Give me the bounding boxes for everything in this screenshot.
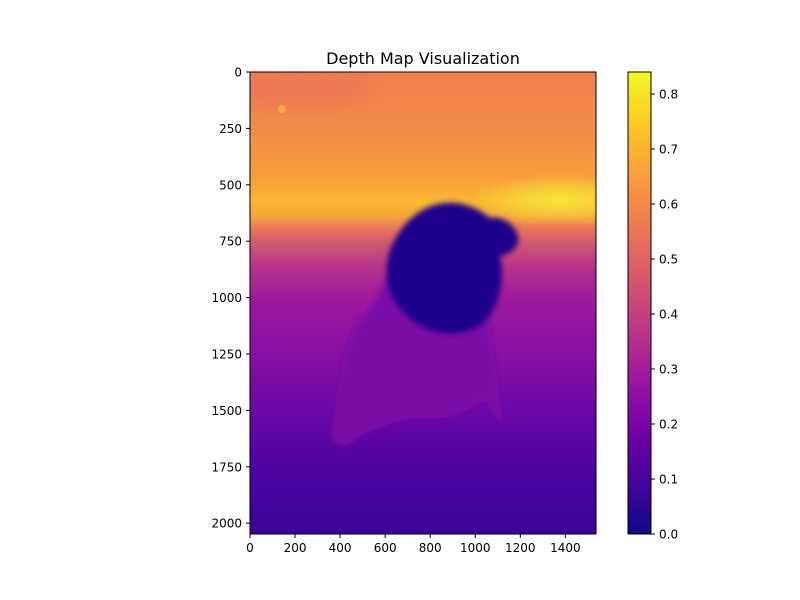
colorbar-tick-label: 0.3: [659, 363, 678, 377]
colorbar-tick-label: 0.1: [659, 473, 678, 487]
depth-image: [250, 72, 596, 534]
x-tick-label: 1000: [460, 541, 491, 555]
x-tick-label: 400: [329, 541, 352, 555]
y-tick-label: 500: [219, 178, 242, 192]
y-tick-label: 0: [234, 66, 242, 80]
colorbar-tick-label: 0.5: [659, 253, 678, 267]
colorbar: [627, 71, 652, 535]
colorbar-tick-label: 0.2: [659, 418, 678, 432]
chart-title: Depth Map Visualization: [326, 49, 520, 68]
x-tick-label: 1400: [550, 541, 581, 555]
y-axis: 0 250 500 750 1000 1250 1500 1750 2000: [211, 66, 250, 531]
y-tick-label: 1250: [211, 347, 242, 361]
y-tick-label: 1750: [211, 460, 242, 474]
y-tick-label: 1000: [211, 291, 242, 305]
colorbar-tick-label: 0.6: [659, 198, 678, 212]
colorbar-tick-label: 0.8: [659, 88, 678, 102]
y-tick-label: 250: [219, 122, 242, 136]
colorbar-tick-label: 0.4: [659, 308, 678, 322]
x-tick-label: 1200: [505, 541, 536, 555]
colorbar-tick-label: 0.7: [659, 143, 678, 157]
plot-frame: [249, 71, 597, 535]
depth-glow-top-left: [250, 72, 370, 110]
colorbar-axis: 0.0 0.1 0.2 0.3 0.4 0.5 0.6 0.7 0.8: [651, 88, 678, 542]
y-tick-label: 1500: [211, 404, 242, 418]
x-axis: 0 200 400 600 800 1000 1200 1400: [246, 534, 581, 555]
y-tick-label: 2000: [211, 517, 242, 531]
x-tick-label: 200: [284, 541, 307, 555]
depth-glow-right: [470, 174, 596, 226]
y-tick-label: 750: [219, 235, 242, 249]
x-tick-label: 0: [246, 541, 254, 555]
depth-spot: [278, 105, 286, 113]
colorbar-tick-label: 0.0: [659, 528, 678, 542]
x-tick-label: 800: [419, 541, 442, 555]
subject-head: [386, 202, 519, 334]
x-tick-label: 600: [374, 541, 397, 555]
